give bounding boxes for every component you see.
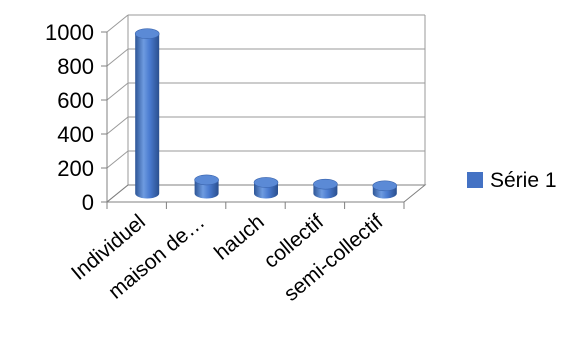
bar-top [372, 180, 398, 192]
bar [372, 180, 398, 199]
gridline-side [106, 116, 129, 135]
bar-top [194, 174, 219, 186]
y-tick-label: 800 [57, 54, 94, 79]
y-tick-label: 400 [57, 122, 94, 147]
bar [134, 28, 160, 199]
gridline-side [106, 82, 129, 101]
bar [253, 177, 279, 199]
gridline-side [106, 14, 129, 33]
gridline-side [106, 150, 129, 169]
bar-body [135, 33, 160, 199]
legend-swatch [467, 172, 483, 188]
bars [134, 28, 398, 199]
floor [105, 184, 427, 203]
bar-top [313, 178, 338, 190]
legend-label-serie-1: Série 1 [490, 169, 557, 192]
y-tick-label: 200 [57, 156, 94, 181]
y-tick-label: 600 [57, 88, 94, 113]
bar [194, 174, 219, 199]
bar-top [134, 28, 160, 40]
y-tick-label: 1000 [45, 20, 94, 45]
bar-top [253, 177, 279, 188]
y-tick-labels: 0 200 400 600 800 1000 [45, 20, 94, 215]
gridline-side [106, 48, 129, 67]
legend: Série 1 [467, 169, 557, 192]
y-tick-label: 0 [82, 190, 94, 215]
axes [101, 31, 427, 209]
bar [313, 178, 338, 199]
